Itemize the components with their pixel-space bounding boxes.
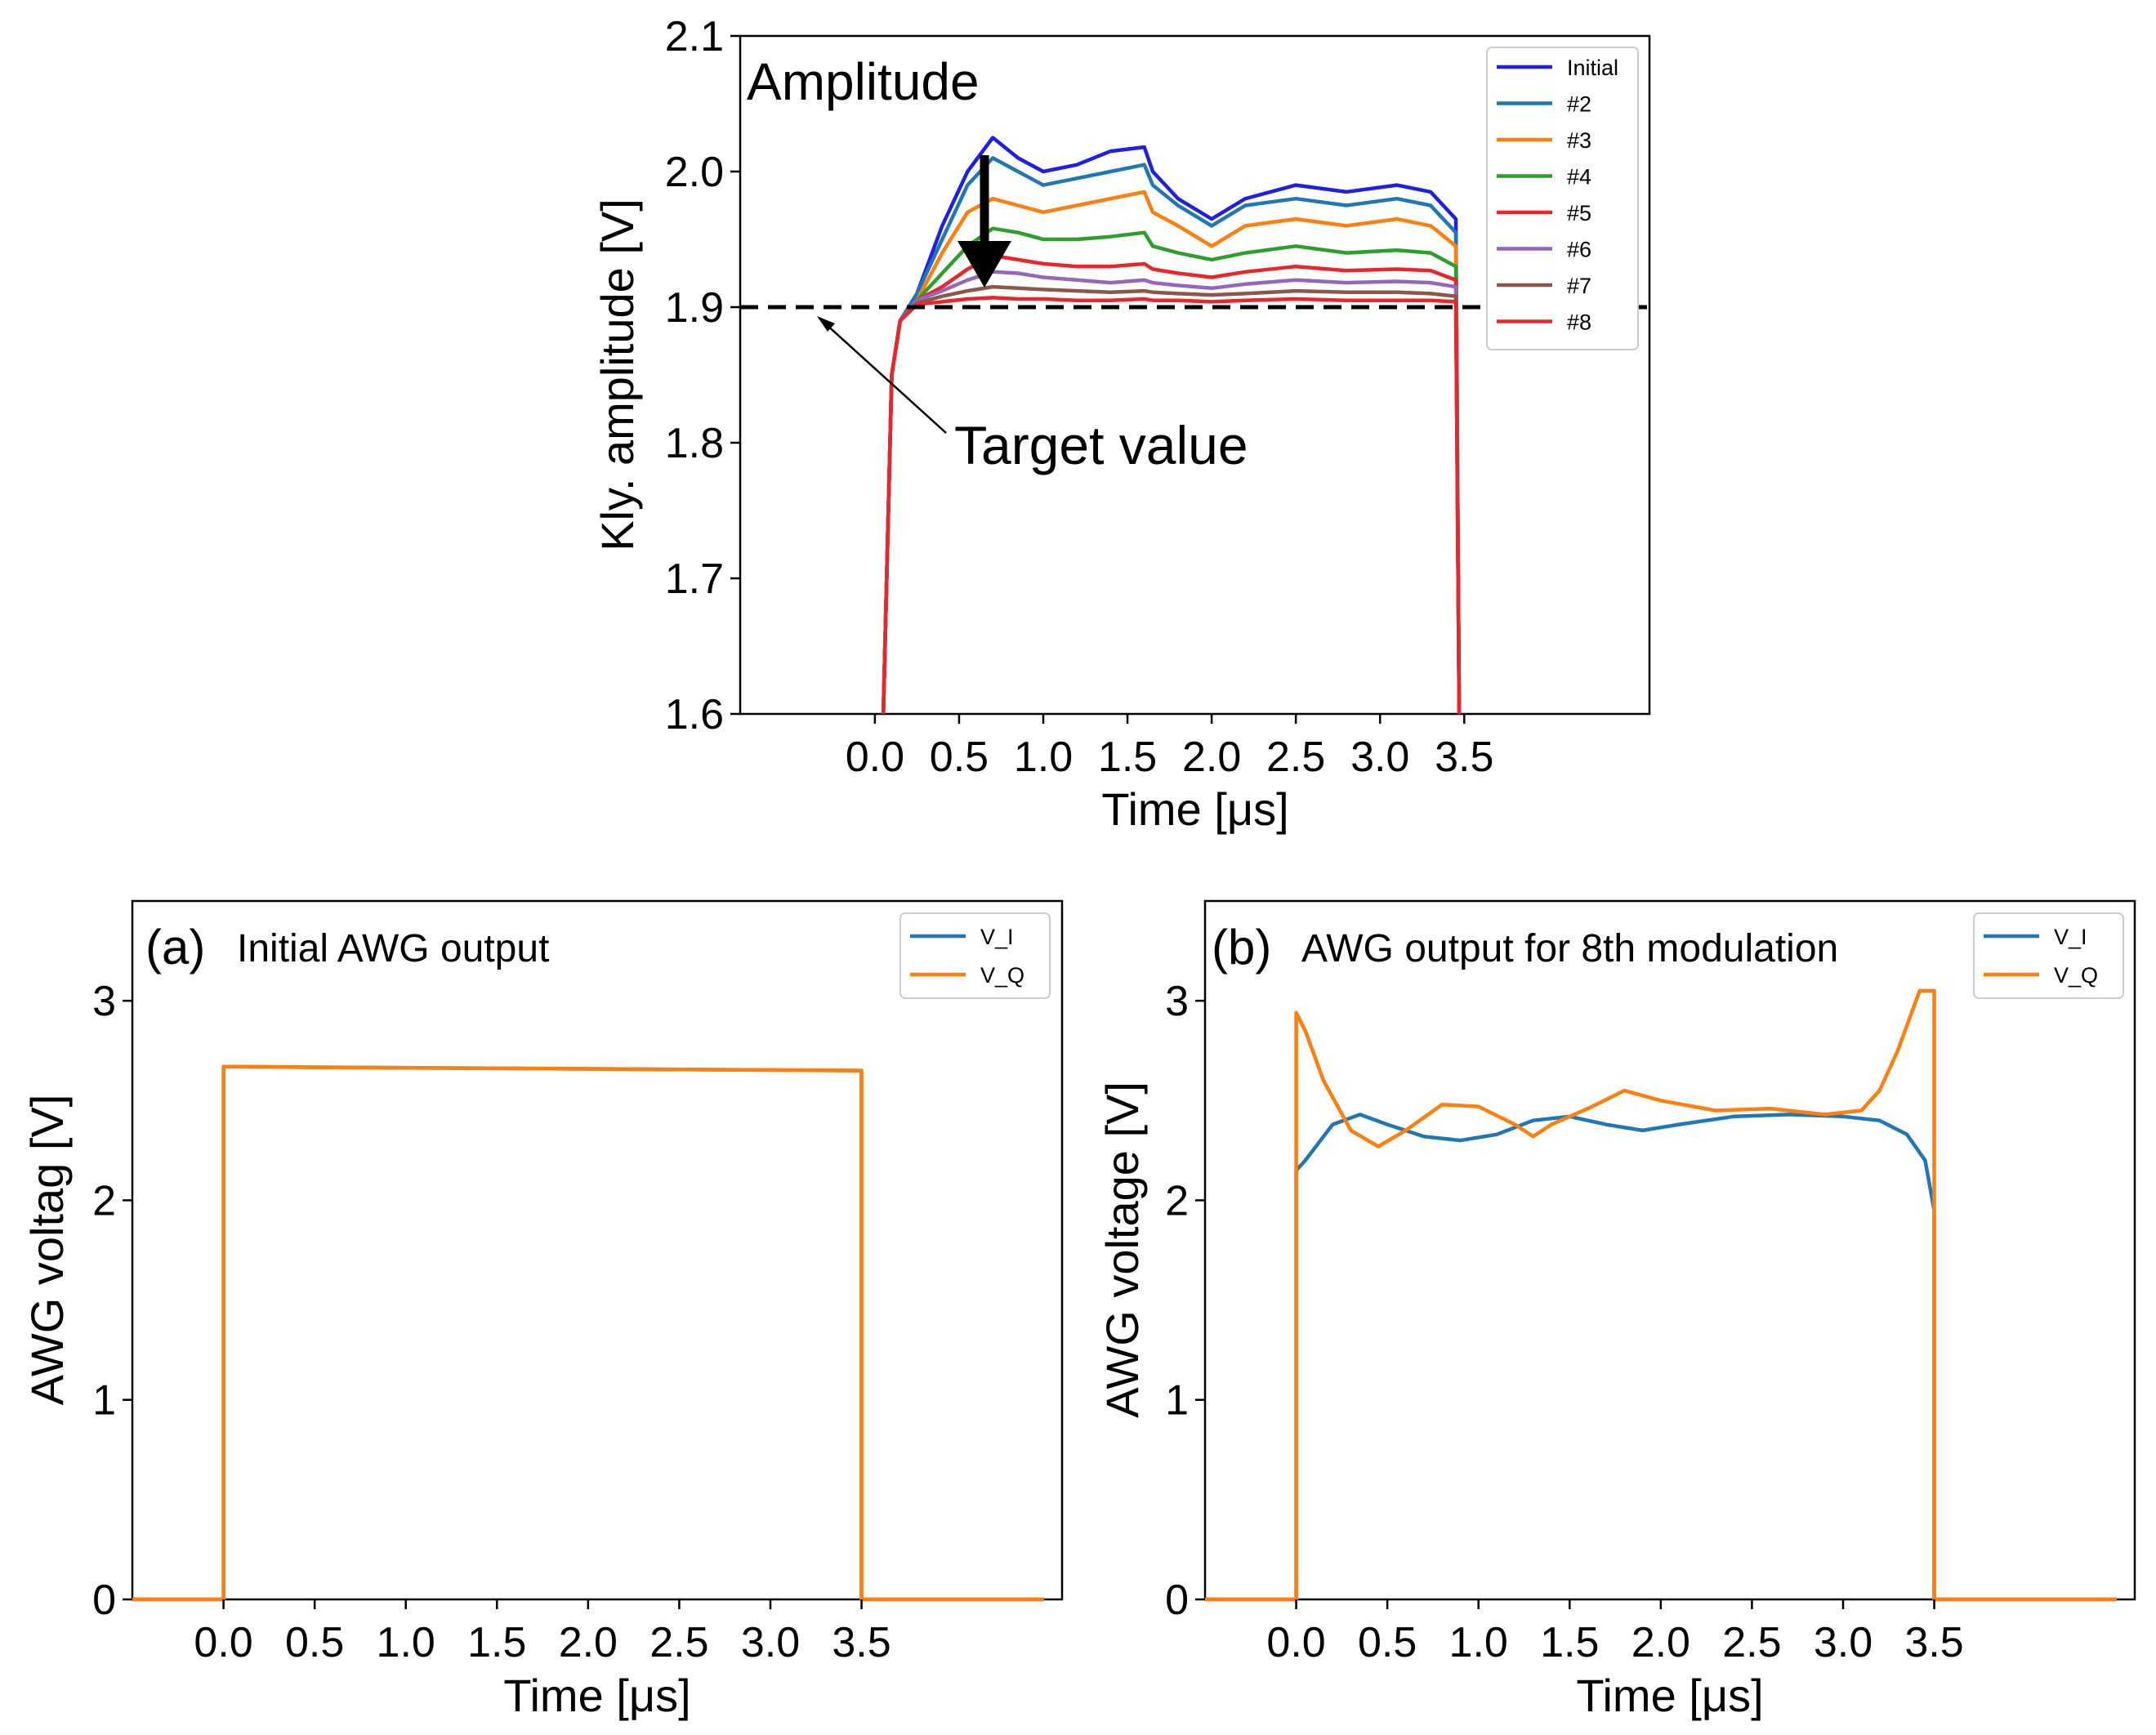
y-tick-label: 1.6 <box>665 691 724 738</box>
x-tick-label: 2.5 <box>649 1619 708 1666</box>
legend-label: #3 <box>1567 128 1591 153</box>
chart-top-amplitude: Target value Amplitude 1.6 1.7 1.8 1.9 2.0 2.… <box>591 13 1651 835</box>
y-tick-label: 2 <box>1165 1177 1189 1224</box>
y-axis-label: AWG voltage [V] <box>1096 1082 1148 1418</box>
y-axis-label: AWG voltag [V] <box>21 1095 73 1406</box>
legend-label: V_Q <box>2054 963 2098 988</box>
y-tick-label: 1.8 <box>665 420 724 467</box>
y-tick-label: 1 <box>1165 1377 1189 1425</box>
x-tick-label: 2.0 <box>1182 734 1241 781</box>
y-axis-ticks: 1.6 1.7 1.8 1.9 2.0 2.1 <box>665 13 740 738</box>
x-axis-ticks: 0.0 0.5 1.0 1.5 2.0 2.5 3.0 3.5 <box>846 714 1493 781</box>
series-line-v_q <box>1205 988 2117 1602</box>
series-line-n4 <box>881 226 1462 715</box>
series-line-n8 <box>881 296 1462 715</box>
x-tick-label: 0.5 <box>285 1619 344 1666</box>
legend: V_I V_Q <box>1973 912 2124 999</box>
y-axis-ticks: 0 1 2 3 <box>1165 978 1205 1624</box>
panel-tag: (b) <box>1212 920 1271 975</box>
plot-frame <box>1203 899 2136 1601</box>
y-tick-label: 1.9 <box>665 284 724 332</box>
legend-label: #4 <box>1567 165 1591 190</box>
y-axis-label: Kly. amplitude [V] <box>591 198 643 551</box>
plot-frame <box>131 899 1064 1601</box>
legend-label: V_I <box>980 925 1014 949</box>
y-tick-label: 3 <box>1165 978 1189 1025</box>
x-tick-label: 3.5 <box>832 1619 891 1666</box>
y-tick-label: 2.0 <box>665 149 724 196</box>
x-tick-label: 3.0 <box>1350 734 1409 781</box>
x-tick-label: 2.0 <box>559 1619 618 1666</box>
x-tick-label: 2.0 <box>1632 1619 1690 1666</box>
x-tick-label: 0.5 <box>1358 1619 1417 1666</box>
legend-label: V_I <box>2054 925 2087 949</box>
x-tick-label: 1.5 <box>1098 734 1157 781</box>
y-tick-label: 0 <box>1165 1577 1189 1624</box>
y-tick-label: 1.7 <box>665 555 724 603</box>
x-tick-label: 0.0 <box>846 734 904 781</box>
x-axis-ticks: 0.0 0.5 1.0 1.5 2.0 2.5 3.0 3.5 <box>1266 1599 1964 1666</box>
y-tick-label: 2 <box>92 1177 116 1224</box>
chart-title: Amplitude <box>747 52 980 111</box>
series-line-initial <box>881 136 1462 715</box>
series-line-v_i <box>1205 1113 2117 1602</box>
series-line-v_q <box>132 1064 1044 1602</box>
x-tick-label: 0.5 <box>930 734 989 781</box>
series-group <box>1205 988 2117 1602</box>
series-group <box>132 1064 1044 1602</box>
panel-title: AWG output for 8th modulation <box>1301 927 1838 970</box>
series-group <box>881 136 1462 715</box>
chart-b-8th-modulation: (b) AWG output for 8th modulation 0 1 2 3 0… <box>1096 899 2136 1721</box>
series-line-n7 <box>881 284 1462 715</box>
x-tick-label: 1.0 <box>1449 1619 1508 1666</box>
plot-frame <box>739 34 1651 716</box>
legend-label: V_Q <box>980 963 1024 988</box>
x-tick-label: 1.0 <box>1014 734 1073 781</box>
legend-label: Initial <box>1567 56 1618 80</box>
series-line-n5 <box>881 253 1462 715</box>
x-tick-label: 3.5 <box>1904 1619 1963 1666</box>
x-tick-label: 3.0 <box>741 1619 800 1666</box>
y-axis-ticks: 0 1 2 3 <box>92 978 132 1624</box>
x-tick-label: 2.5 <box>1266 734 1325 781</box>
x-axis-label: Time [μs] <box>503 1670 690 1721</box>
series-line-n6 <box>881 270 1462 715</box>
legend-label: #6 <box>1567 238 1591 262</box>
series-line-v_i <box>132 1064 1044 1602</box>
legend-label: #7 <box>1567 274 1591 298</box>
x-tick-label: 0.0 <box>1266 1619 1325 1666</box>
legend: V_I V_Q <box>899 912 1051 999</box>
panel-title: Initial AWG output <box>237 927 549 970</box>
x-tick-label: 1.0 <box>377 1619 435 1666</box>
annotation-arrow-icon <box>817 316 947 434</box>
legend-label: #5 <box>1567 201 1591 225</box>
annotation-text: Target value <box>954 415 1248 475</box>
x-axis-label: Time [μs] <box>1101 783 1288 835</box>
legend: Initial #2 #3 #4 #5 #6 #7 #8 <box>1486 47 1639 350</box>
x-tick-label: 3.0 <box>1814 1619 1873 1666</box>
series-line-n2 <box>881 156 1462 715</box>
panel-tag: (a) <box>145 920 205 975</box>
x-axis-ticks: 0.0 0.5 1.0 1.5 2.0 2.5 3.0 3.5 <box>194 1599 891 1666</box>
x-tick-label: 0.0 <box>194 1619 252 1666</box>
x-tick-label: 1.5 <box>467 1619 526 1666</box>
chart-a-initial-awg: (a) Initial AWG output 0 1 2 3 0.0 0.5 1.0 1.5… <box>21 899 1064 1721</box>
decrease-arrow-icon <box>957 155 1011 288</box>
legend-label: #8 <box>1567 310 1591 335</box>
x-tick-label: 1.5 <box>1540 1619 1599 1666</box>
y-tick-label: 1 <box>92 1377 116 1425</box>
x-axis-label: Time [μs] <box>1576 1670 1763 1721</box>
x-tick-label: 3.5 <box>1435 734 1493 781</box>
y-tick-label: 3 <box>92 978 116 1025</box>
x-tick-label: 2.5 <box>1722 1619 1781 1666</box>
legend-label: #2 <box>1567 92 1591 117</box>
series-line-n3 <box>881 190 1462 715</box>
y-tick-label: 0 <box>92 1577 116 1624</box>
y-tick-label: 2.1 <box>665 13 724 60</box>
